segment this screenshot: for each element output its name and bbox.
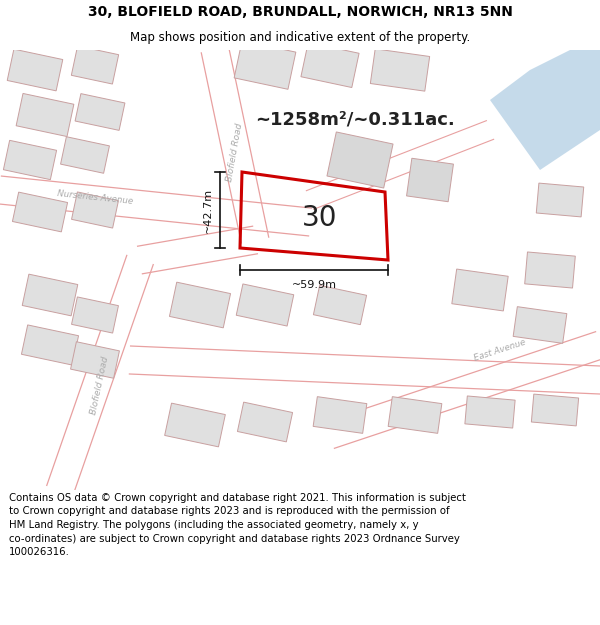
Polygon shape xyxy=(202,47,269,243)
Polygon shape xyxy=(513,307,567,343)
Text: East Avenue: East Avenue xyxy=(473,338,527,362)
Polygon shape xyxy=(490,50,600,170)
Text: 30: 30 xyxy=(302,204,338,232)
Polygon shape xyxy=(452,269,508,311)
Polygon shape xyxy=(301,42,359,88)
Polygon shape xyxy=(465,396,515,428)
Polygon shape xyxy=(130,346,600,394)
Polygon shape xyxy=(524,252,575,288)
Polygon shape xyxy=(16,94,74,136)
Polygon shape xyxy=(313,286,367,324)
Polygon shape xyxy=(0,176,311,236)
Polygon shape xyxy=(137,226,257,274)
Text: Contains OS data © Crown copyright and database right 2021. This information is : Contains OS data © Crown copyright and d… xyxy=(9,492,466,557)
Polygon shape xyxy=(22,274,78,316)
Polygon shape xyxy=(238,402,293,442)
Polygon shape xyxy=(313,397,367,433)
Polygon shape xyxy=(71,46,119,84)
Text: 30, BLOFIELD ROAD, BRUNDALL, NORWICH, NR13 5NN: 30, BLOFIELD ROAD, BRUNDALL, NORWICH, NR… xyxy=(88,6,512,19)
Polygon shape xyxy=(22,325,79,365)
Polygon shape xyxy=(47,256,153,494)
Polygon shape xyxy=(388,397,442,433)
Polygon shape xyxy=(236,284,294,326)
Text: ~59.9m: ~59.9m xyxy=(292,280,337,290)
Text: Blofield Road: Blofield Road xyxy=(226,122,245,182)
Polygon shape xyxy=(536,183,584,217)
Text: ~1258m²/~0.311ac.: ~1258m²/~0.311ac. xyxy=(255,111,455,129)
Text: ~42.7m: ~42.7m xyxy=(203,188,213,232)
Polygon shape xyxy=(13,192,68,232)
Polygon shape xyxy=(164,403,226,447)
Polygon shape xyxy=(234,41,296,89)
Polygon shape xyxy=(71,342,119,378)
Text: Map shows position and indicative extent of the property.: Map shows position and indicative extent… xyxy=(130,31,470,44)
Text: Blofield Road: Blofield Road xyxy=(89,355,110,415)
Polygon shape xyxy=(75,94,125,131)
Polygon shape xyxy=(71,192,118,228)
Text: Nurseries Avenue: Nurseries Avenue xyxy=(56,189,133,206)
Polygon shape xyxy=(307,121,494,209)
Polygon shape xyxy=(370,49,430,91)
Polygon shape xyxy=(407,158,454,202)
Polygon shape xyxy=(327,132,393,188)
Polygon shape xyxy=(61,137,109,173)
Polygon shape xyxy=(4,141,56,179)
Polygon shape xyxy=(7,49,63,91)
Polygon shape xyxy=(532,394,578,426)
Polygon shape xyxy=(71,297,118,333)
Polygon shape xyxy=(169,282,230,328)
Polygon shape xyxy=(326,332,600,448)
